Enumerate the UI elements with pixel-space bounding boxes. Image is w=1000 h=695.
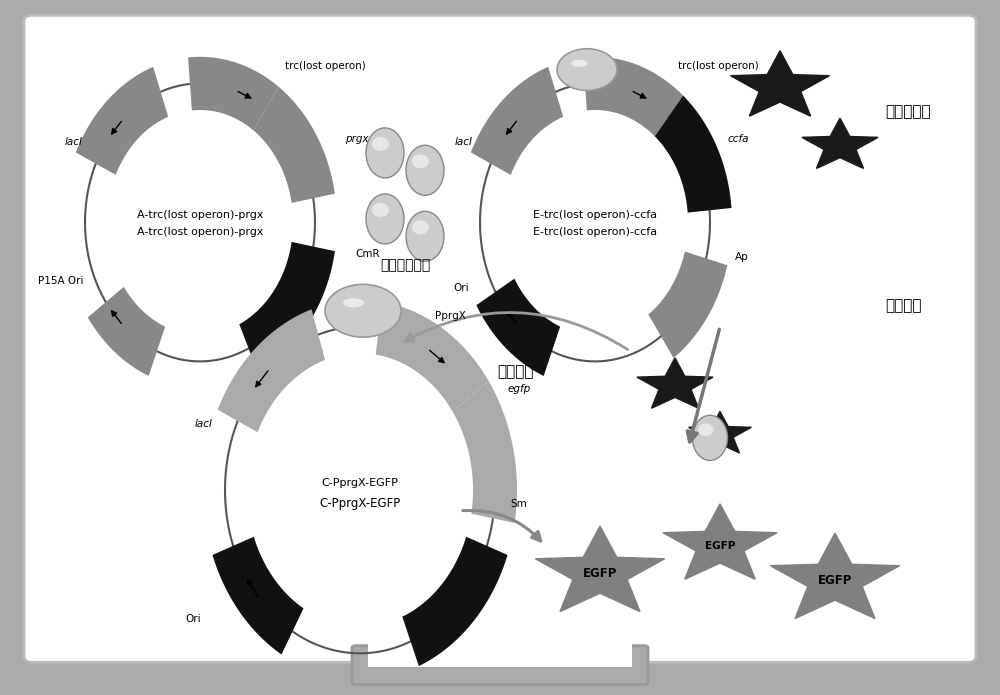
Text: ccfa: ccfa (728, 134, 750, 144)
Ellipse shape (372, 203, 389, 217)
Polygon shape (88, 287, 165, 376)
Text: CmR: CmR (355, 249, 380, 259)
Ellipse shape (366, 194, 404, 244)
Text: Ap: Ap (735, 252, 749, 262)
Ellipse shape (372, 137, 389, 151)
Polygon shape (655, 95, 731, 213)
Polygon shape (770, 533, 900, 619)
Text: Ori: Ori (453, 284, 469, 293)
Polygon shape (731, 51, 829, 116)
Polygon shape (689, 411, 751, 453)
Text: 七肽信息素: 七肽信息素 (885, 104, 931, 119)
Text: E-trc(lost operon)-ccfa: E-trc(lost operon)-ccfa (533, 211, 657, 220)
Ellipse shape (698, 423, 714, 436)
Bar (368, 643, 632, 667)
Polygon shape (583, 57, 683, 136)
Polygon shape (239, 242, 335, 373)
Text: trc(lost operon): trc(lost operon) (678, 61, 759, 71)
FancyBboxPatch shape (24, 15, 976, 662)
Ellipse shape (366, 128, 404, 178)
Polygon shape (476, 279, 560, 376)
Ellipse shape (571, 60, 588, 67)
Ellipse shape (406, 145, 444, 195)
Text: 竞争结合: 竞争结合 (885, 298, 922, 313)
Text: trc(lost operon): trc(lost operon) (285, 61, 366, 71)
Polygon shape (76, 67, 168, 175)
Text: Ori: Ori (185, 614, 201, 623)
Text: EGFP: EGFP (583, 567, 617, 580)
Text: E-trc(lost operon)-ccfa: E-trc(lost operon)-ccfa (533, 227, 657, 237)
Text: egfp: egfp (508, 384, 531, 394)
Polygon shape (802, 118, 878, 168)
Text: C-PprgX-EGFP: C-PprgX-EGFP (322, 478, 398, 488)
Text: lacI: lacI (65, 138, 83, 147)
Text: C-PprgX-EGFP: C-PprgX-EGFP (319, 498, 401, 510)
Text: prgx: prgx (345, 134, 369, 144)
Text: EGFP: EGFP (705, 541, 735, 550)
Polygon shape (663, 504, 777, 580)
Text: Sm: Sm (510, 499, 527, 509)
Ellipse shape (406, 211, 444, 261)
Text: EGFP: EGFP (818, 574, 852, 587)
Text: A-trc(lost operon)-prgx: A-trc(lost operon)-prgx (137, 211, 263, 220)
Ellipse shape (692, 416, 728, 461)
Polygon shape (471, 67, 563, 175)
Polygon shape (637, 358, 713, 408)
Polygon shape (453, 381, 517, 523)
Ellipse shape (412, 154, 429, 168)
Text: PprgX: PprgX (435, 311, 466, 321)
Polygon shape (253, 87, 335, 203)
Polygon shape (535, 526, 665, 612)
Text: 抑制表达: 抑制表达 (497, 364, 533, 379)
Polygon shape (218, 309, 325, 432)
Ellipse shape (343, 298, 364, 307)
Polygon shape (376, 302, 489, 411)
Polygon shape (402, 537, 508, 666)
Circle shape (325, 284, 401, 337)
Text: lacI: lacI (455, 138, 473, 147)
Text: 负调控信息素: 负调控信息素 (380, 259, 430, 272)
Text: P15A Ori: P15A Ori (38, 277, 84, 286)
Polygon shape (648, 252, 727, 358)
Circle shape (557, 49, 617, 90)
Polygon shape (188, 57, 279, 131)
Text: lacI: lacI (195, 419, 213, 429)
Ellipse shape (412, 220, 429, 234)
FancyBboxPatch shape (352, 646, 648, 685)
Polygon shape (212, 537, 303, 655)
Text: A-trc(lost operon)-prgx: A-trc(lost operon)-prgx (137, 227, 263, 237)
